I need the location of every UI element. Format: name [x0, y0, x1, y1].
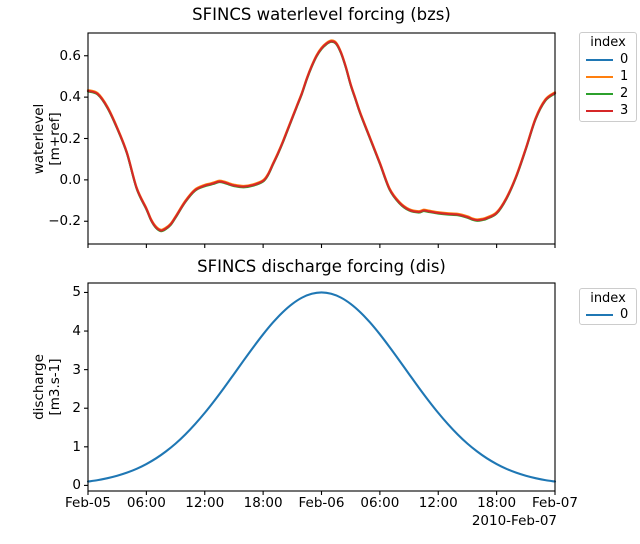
- legend-title: index: [590, 291, 626, 306]
- legend-line-swatch: [586, 313, 613, 316]
- x-tick-label: Feb-06: [298, 495, 345, 511]
- y-tick-label: −0.2: [48, 213, 81, 230]
- waterlevel-plot-title: SFINCS waterlevel forcing (bzs): [192, 5, 451, 24]
- legend-entry: 3: [586, 102, 630, 119]
- series-line-index-1: [86, 39, 557, 231]
- legend-entry-label: 0: [620, 51, 629, 67]
- discharge-y-axis-label-line1: discharge: [31, 354, 47, 420]
- axes-spines: [87, 282, 556, 492]
- legend-entry: 1: [586, 68, 630, 85]
- y-tick-label: 5: [72, 284, 81, 301]
- series-line-index-2: [86, 40, 557, 233]
- series-line-index-0: [86, 291, 557, 483]
- legend-line-swatch: [586, 109, 613, 112]
- legend: index 0 1 2 3: [579, 32, 637, 122]
- legend-line-swatch: [586, 75, 613, 78]
- y-tick-label: 0.2: [59, 130, 81, 147]
- x-tick-label: Feb-07: [532, 495, 578, 511]
- legend-entry-label: 2: [620, 85, 629, 101]
- legend-line-swatch: [586, 58, 613, 61]
- y-tick-label: 3: [72, 361, 81, 378]
- legend-entry: 2: [586, 85, 630, 102]
- axes-spines: [87, 32, 556, 245]
- x-axis-date-offset-label: 2010-Feb-07: [471, 513, 557, 529]
- x-tick-label: Feb-05: [65, 495, 111, 511]
- series-line-index-0: [86, 40, 557, 232]
- legend-entry-label: 0: [620, 306, 629, 322]
- y-tick-label: 2: [72, 400, 81, 417]
- legend-entry: 0: [586, 51, 630, 68]
- discharge-y-axis-label-line2: [m3.s-1]: [47, 358, 63, 416]
- y-tick-label: 1: [72, 438, 81, 455]
- series-line-index-3: [86, 40, 557, 232]
- y-tick-label: 4: [72, 323, 81, 340]
- y-tick-label: 0.4: [59, 89, 81, 106]
- legend-entry-label: 1: [620, 68, 629, 84]
- x-tick-label: 12:00: [185, 495, 225, 511]
- legend-line-swatch: [586, 92, 613, 95]
- y-tick-label: 0: [72, 477, 81, 494]
- x-tick-label: 12:00: [418, 495, 458, 511]
- x-tick-label: 18:00: [477, 495, 517, 511]
- legend-title: index: [590, 35, 626, 50]
- x-tick-label: 18:00: [243, 495, 283, 511]
- legend-entry-label: 3: [620, 102, 629, 118]
- discharge-y-axis-label: discharge [m3.s-1]: [31, 287, 63, 487]
- discharge-plot-title: SFINCS discharge forcing (dis): [197, 257, 446, 276]
- legend-entry: 0: [586, 307, 630, 322]
- y-tick-label: 0.6: [59, 47, 81, 64]
- y-tick-label: 0.0: [59, 171, 81, 188]
- legend: index 0: [579, 288, 637, 325]
- x-tick-label: 06:00: [126, 495, 166, 511]
- x-tick-label: 06:00: [360, 495, 400, 511]
